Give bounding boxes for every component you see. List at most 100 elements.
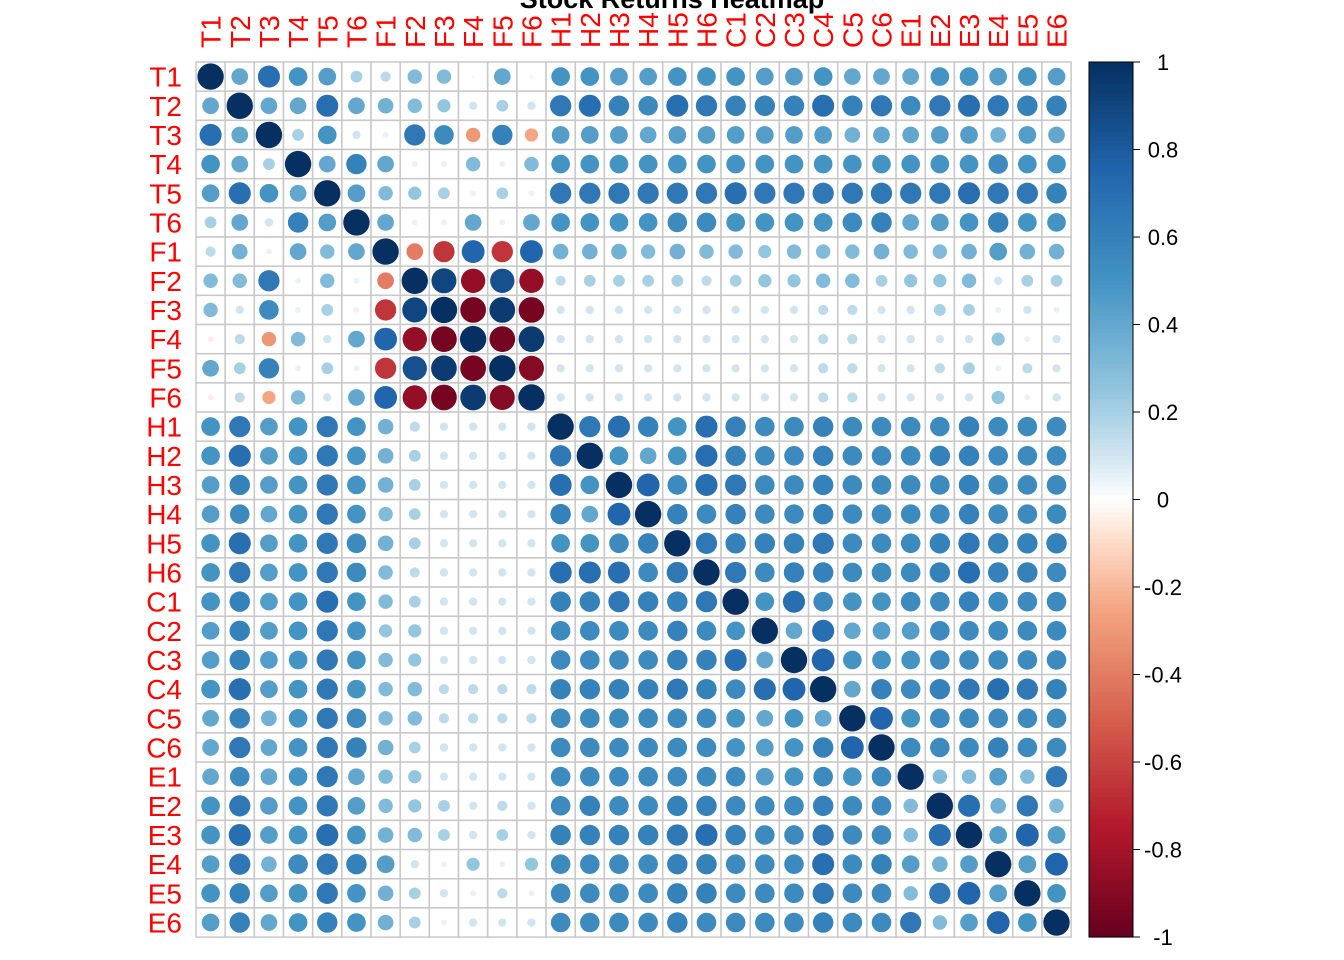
cell-circle-F2-F3 [431, 268, 457, 294]
cell-circle-C5-F3 [438, 713, 450, 724]
column-label-F5: F5 [487, 15, 518, 48]
cell-circle-F6-T6 [348, 389, 365, 406]
cell-circle-E5-E6 [1047, 884, 1066, 903]
cell-circle-T4-E5 [1018, 154, 1037, 174]
cell-circle-T1-C5 [843, 68, 861, 85]
cell-circle-F3-E3 [963, 304, 975, 316]
cell-circle-C5-T3 [261, 710, 277, 727]
cell-circle-F4-C6 [877, 334, 886, 344]
colorbar-segment [1089, 123, 1133, 129]
cell-circle-F5-H5 [673, 364, 682, 373]
cell-circle-H4-E1 [900, 504, 921, 524]
cell-circle-C6-E4 [987, 737, 1009, 758]
cell-circle-H6-C6 [871, 562, 892, 583]
cell-circle-H2-E5 [1017, 446, 1038, 466]
cell-circle-E4-F6 [524, 857, 539, 871]
cell-circle-F2-T2 [232, 273, 247, 288]
cell-circle-F5-F2 [402, 356, 427, 381]
cell-circle-T2-T1 [202, 97, 219, 115]
cell-circle-E2-E6 [1049, 798, 1064, 814]
cell-circle-H6-C2 [755, 562, 775, 583]
cell-circle-T1-C1 [726, 67, 745, 86]
cell-circle-C5-H3 [609, 708, 629, 729]
cell-circle-T5-F4 [470, 190, 477, 197]
cell-circle-H3-H1 [549, 473, 572, 496]
cell-circle-C1-T4 [288, 592, 308, 611]
cell-circle-F1-T6 [348, 243, 365, 260]
row-label-T5: T5 [149, 178, 182, 209]
cell-circle-E3-H2 [579, 824, 601, 846]
cell-circle-F3-E6 [1053, 306, 1060, 313]
cell-circle-T4-F4 [465, 156, 481, 172]
cell-circle-E4-F5 [499, 861, 506, 868]
cell-circle-T6-T4 [287, 212, 309, 233]
cell-circle-C2-E6 [1046, 621, 1067, 641]
cell-circle-T5-H6 [695, 182, 718, 204]
cell-circle-C4-C6 [871, 678, 892, 700]
colorbar-segment [1089, 823, 1133, 829]
cell-circle-F3-F6 [518, 297, 545, 323]
colorbar-segment [1089, 748, 1133, 754]
colorbar-segment [1089, 455, 1133, 461]
cell-circle-F1-E4 [989, 242, 1008, 261]
grid-cell [661, 119, 693, 151]
colorbar-tick-label: -0.6 [1144, 750, 1182, 775]
cell-circle-E5-C3 [784, 883, 804, 904]
cell-circle-F2-E4 [994, 276, 1003, 285]
cell-circle-T4-C4 [813, 154, 833, 174]
cell-circle-C3-F6 [527, 655, 536, 665]
colorbar-segment [1089, 608, 1133, 614]
cell-circle-H1-F5 [498, 422, 507, 431]
cell-circle-F1-E2 [932, 244, 948, 259]
cell-circle-C3-E5 [1017, 650, 1038, 670]
cell-circle-C2-E1 [901, 621, 920, 640]
cell-circle-F6-F3 [431, 384, 457, 411]
cell-circle-E5-H3 [609, 883, 629, 904]
cell-circle-H2-H4 [639, 447, 657, 465]
cell-circle-E5-T5 [316, 882, 338, 904]
cell-circle-T1-E1 [902, 68, 920, 85]
cell-circle-T3-F6 [524, 128, 539, 142]
cell-circle-H4-F6 [527, 509, 536, 519]
cell-circle-F2-C2 [758, 274, 772, 288]
cell-circle-F4-E4 [991, 332, 1005, 346]
cell-circle-F3-E5 [1023, 305, 1032, 315]
cell-circle-T2-E2 [929, 95, 951, 117]
column-label-T4: T4 [283, 15, 314, 48]
cell-circle-T4-F5 [499, 161, 506, 168]
cell-circle-C5-T5 [316, 707, 338, 729]
cell-circle-T1-H4 [639, 67, 657, 86]
cell-circle-T2-C3 [783, 95, 805, 116]
cell-circle-F2-F6 [519, 268, 544, 293]
column-label-F2: F2 [400, 15, 431, 48]
cell-circle-C2-C3 [785, 622, 803, 640]
cell-circle-C2-T6 [347, 621, 366, 641]
column-label-E2: E2 [925, 14, 956, 48]
cell-circle-C5-C2 [756, 709, 774, 727]
cell-circle-T4-T3 [263, 158, 275, 170]
cell-circle-E3-E6 [1047, 826, 1066, 844]
cell-circle-F2-T1 [203, 273, 218, 288]
cell-circle-F5-H3 [614, 364, 624, 373]
cell-circle-T2-E4 [987, 95, 1009, 117]
cell-circle-T5-H1 [549, 182, 572, 204]
cell-circle-E2-T5 [316, 795, 338, 817]
cell-circle-C4-T4 [288, 679, 308, 699]
cell-circle-T3-F5 [492, 124, 513, 146]
colorbar-segment [1089, 735, 1133, 741]
cell-circle-F4-E1 [906, 334, 915, 344]
cell-circle-H1-T5 [316, 415, 338, 438]
cell-circle-T4-C6 [872, 154, 891, 174]
cell-circle-H4-C6 [871, 504, 892, 524]
cell-circle-H2-E3 [958, 445, 980, 467]
cell-circle-F6-C6 [877, 393, 886, 402]
cell-circle-F2-H1 [555, 275, 566, 286]
colorbar-segment [1089, 858, 1133, 864]
cell-circle-T6-C3 [784, 213, 804, 232]
colorbar-segment [1089, 442, 1133, 448]
cell-circle-E6-C2 [755, 912, 775, 933]
column-label-H6: H6 [691, 12, 722, 48]
cell-circle-H1-C1 [725, 416, 746, 437]
cell-circle-C6-T2 [229, 736, 251, 759]
cell-circle-F5-C1 [731, 364, 740, 373]
